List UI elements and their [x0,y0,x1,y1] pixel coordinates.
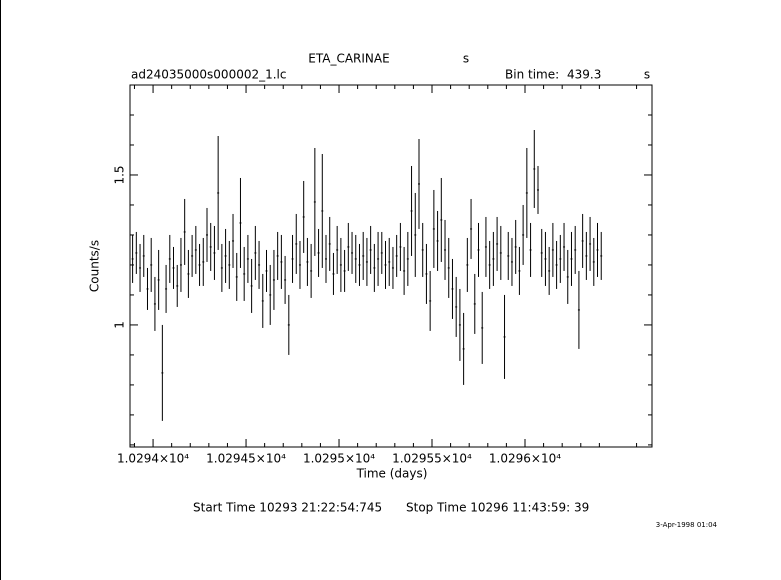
date: 3-Apr-1998 01:04 [656,521,718,529]
subtitle: ad24035000s000002_1.lc [131,68,287,82]
start-time: Start Time 10293 21:22:54:745 [193,501,382,515]
x-tick-label: 1.0294×10⁴ [117,452,189,466]
x-tick-label: 1.0295×10⁴ [303,452,375,466]
x-tick-label: 1.0296×10⁴ [489,452,561,466]
title-unit: s [463,52,469,66]
x-tick-label: 1.02955×10⁴ [392,452,472,466]
plot-frame [129,84,653,448]
x-axis-label: Time (days) [356,467,428,481]
y-tick-label: 1.5 [113,165,127,184]
bin-time: 439.3 [567,68,601,82]
bin-time-label: Bin time: [505,68,559,82]
chart-title: ETA_CARINAE [308,52,389,66]
stop-time: Stop Time 10296 11:43:59: 39 [406,501,589,515]
bin-time-unit: s [644,68,650,82]
x-tick-label: 1.02945×10⁴ [206,452,286,466]
y-axis-label: Counts/s [88,240,102,292]
y-tick-label: 1 [113,321,127,329]
